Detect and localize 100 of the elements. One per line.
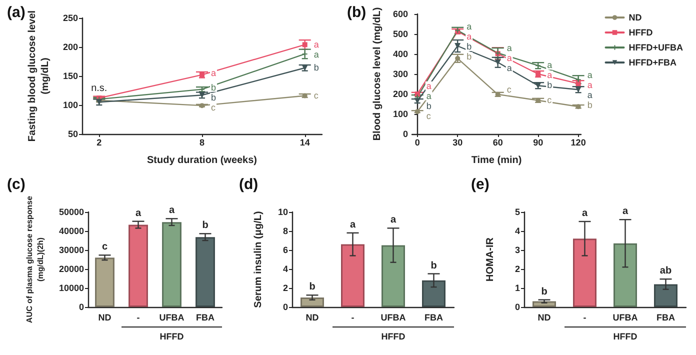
legend-label: HFFD+FBA — [628, 58, 677, 68]
x-tick-label: ND — [538, 312, 552, 322]
chart-title: (d) — [239, 176, 258, 193]
data-label: a — [506, 63, 512, 73]
y-tick-label: 100 — [392, 109, 408, 119]
x-axis-title: Study duration (weeks) — [146, 155, 258, 166]
data-label: b — [466, 52, 472, 62]
x-tick-label: 60 — [492, 138, 503, 148]
y-tick-label: 600 — [392, 9, 408, 19]
x-tick-label: 2 — [96, 138, 102, 148]
data-label: a — [211, 68, 216, 78]
data-label: a — [547, 60, 552, 70]
x-tick-label: 8 — [199, 138, 205, 148]
x-tick-label: 120 — [570, 138, 586, 148]
data-label: a — [587, 70, 592, 80]
y-tick-label: 6 — [282, 245, 288, 255]
y-tick-label: 8 — [282, 226, 288, 236]
data-label: b — [314, 62, 319, 73]
y-tick-label: 250 — [62, 13, 78, 23]
data-label: a — [466, 32, 472, 42]
y-tick-label: 150 — [62, 71, 78, 81]
text: HFFD — [613, 332, 638, 342]
y-tick-label: 100 — [62, 100, 78, 110]
data-label: a — [582, 208, 588, 219]
x-tick-label: - — [351, 312, 354, 322]
y-tick-label: 5 — [514, 207, 520, 217]
data-label: c — [102, 242, 108, 253]
data-label: a — [426, 90, 432, 101]
x-tick-label: UFBA — [612, 312, 638, 322]
y-axis-title: Serum insulin (μg/L) — [253, 211, 264, 308]
y-tick-label: 0 — [514, 302, 520, 312]
y-axis-title: HOMA-IR — [485, 236, 496, 282]
chart-title: (b) — [347, 4, 366, 21]
data-label: c — [506, 84, 512, 94]
y-tick-label: 10000 — [58, 283, 84, 293]
x-tick-label: 14 — [300, 138, 310, 148]
y-tick-label: 2 — [514, 264, 520, 274]
y-tick-label: 3 — [514, 245, 520, 255]
x-tick-label: - — [136, 312, 140, 322]
data-label: a — [622, 206, 628, 218]
x-tick-label: ND — [98, 312, 112, 322]
text: HFFD — [160, 332, 184, 342]
data-label: c — [314, 90, 319, 101]
x-tick-label: ND — [306, 312, 320, 322]
data-label: b — [547, 80, 552, 90]
data-label: c — [211, 102, 216, 112]
y-tick-label: 4 — [514, 226, 520, 236]
y-axis-title: Fasting blood glucose level (mg/dL) — [27, 10, 51, 142]
x-tick-label: 90 — [533, 138, 544, 148]
data-label: b — [211, 92, 216, 102]
chart-title: (a) — [7, 4, 26, 21]
y-tick-label: 200 — [62, 42, 78, 52]
x-tick-label: UFBA — [380, 312, 406, 322]
y-tick-label: 0 — [282, 302, 288, 312]
chart-title: (c) — [7, 176, 26, 193]
data-label: b — [426, 100, 432, 111]
y-tick-label: 0 — [78, 302, 84, 312]
legend-label: HFFD — [628, 28, 654, 38]
data-label: a — [390, 214, 396, 226]
x-tick-label: UFBA — [159, 312, 185, 322]
y-tick-label: 20000 — [58, 264, 84, 274]
data-label: a — [587, 80, 592, 90]
y-tick-label: 40000 — [58, 226, 84, 236]
data-label: b — [309, 282, 316, 293]
y-tick-label: 50 — [68, 129, 78, 139]
data-label: ab — [660, 266, 672, 277]
data-label: a — [506, 53, 512, 63]
data-label: b — [211, 82, 216, 92]
data-label: b — [466, 42, 472, 52]
x-tick-label: 30 — [452, 138, 463, 148]
data-label: b — [202, 220, 208, 232]
legend-label: HFFD+UFBA — [628, 42, 684, 52]
data-label: b — [587, 100, 592, 110]
data-label: a — [168, 205, 175, 216]
data-label: a — [314, 50, 319, 60]
y-tick-label: 2 — [282, 283, 288, 293]
y-tick-label: 1 — [514, 283, 520, 293]
y-tick-label: 4 — [282, 264, 288, 274]
data-label: b — [430, 260, 437, 272]
y-tick-label: 30000 — [58, 245, 84, 255]
y-tick-label: 0 — [402, 129, 408, 139]
y-axis-title: AUC of plasma glucose response (mg/dL)(2h) — [25, 195, 45, 324]
data-label: a — [314, 40, 319, 50]
x-axis-title: Time (min) — [471, 155, 522, 166]
data-label: c — [426, 110, 432, 121]
x-tick-label: - — [583, 312, 586, 322]
x-tick-label: FBA — [656, 312, 676, 322]
x-tick-label: FBA — [424, 312, 444, 322]
data-label: a — [547, 70, 552, 80]
y-tick-label: 400 — [392, 49, 408, 59]
y-tick-label: 300 — [392, 69, 408, 79]
y-tick-label: 200 — [392, 89, 408, 99]
data-label: a — [506, 43, 512, 53]
text: HFFD — [381, 332, 406, 342]
data-label: c — [547, 95, 552, 105]
legend-label: ND — [628, 12, 642, 22]
data-label: b — [541, 286, 548, 298]
chart-title: (e) — [471, 176, 490, 193]
x-tick-label: FBA — [196, 312, 215, 322]
y-tick-label: 500 — [392, 29, 408, 39]
